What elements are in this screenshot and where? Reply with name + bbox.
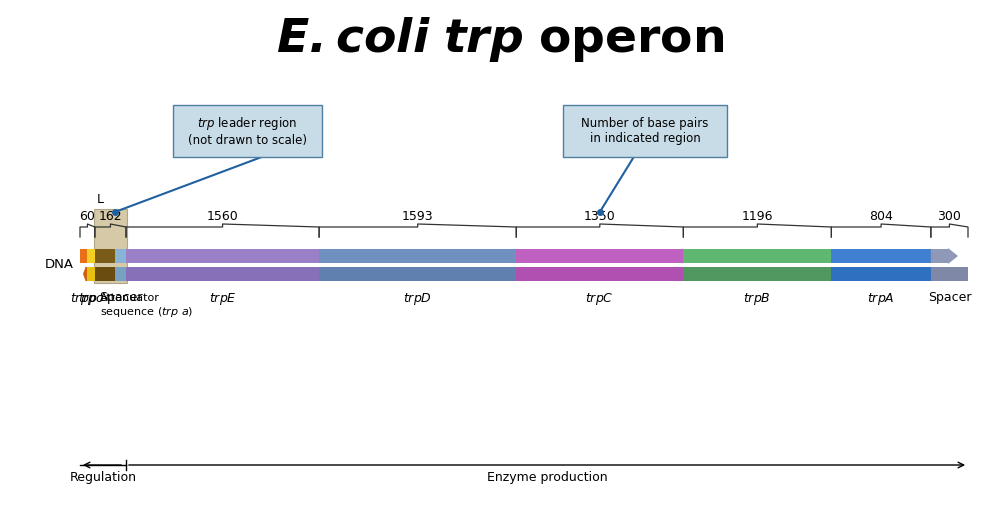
Bar bbox=[126, 249, 319, 263]
Bar bbox=[319, 267, 516, 281]
Text: 1560: 1560 bbox=[207, 210, 238, 223]
FancyBboxPatch shape bbox=[173, 105, 322, 157]
Text: DNA: DNA bbox=[45, 258, 74, 271]
Text: $\it{trpE}$: $\it{trpE}$ bbox=[209, 291, 236, 307]
Text: Spacer: Spacer bbox=[99, 291, 142, 304]
Bar bbox=[516, 249, 683, 263]
Text: Enzyme production: Enzyme production bbox=[487, 471, 607, 484]
Text: Attenuator
sequence ($\it{trp\ a}$): Attenuator sequence ($\it{trp\ a}$) bbox=[100, 293, 193, 319]
Text: $\it{trp}$ leader region
(not drawn to scale): $\it{trp}$ leader region (not drawn to s… bbox=[188, 115, 306, 147]
Text: Spacer: Spacer bbox=[928, 291, 971, 304]
Bar bbox=[831, 249, 931, 263]
Text: $\it{trp o}$: $\it{trp o}$ bbox=[78, 291, 105, 307]
Text: 804: 804 bbox=[869, 210, 893, 223]
Text: 1350: 1350 bbox=[584, 210, 616, 223]
Text: $\it{trpC}$: $\it{trpC}$ bbox=[585, 291, 614, 307]
FancyArrow shape bbox=[83, 266, 87, 282]
Text: $\it{trpD}$: $\it{trpD}$ bbox=[403, 291, 432, 307]
Bar bbox=[683, 249, 831, 263]
Bar bbox=[126, 267, 319, 281]
Bar bbox=[931, 267, 968, 281]
Text: L: L bbox=[97, 193, 104, 206]
FancyBboxPatch shape bbox=[563, 105, 727, 157]
Bar bbox=[115, 267, 126, 281]
FancyBboxPatch shape bbox=[94, 209, 127, 283]
Text: 300: 300 bbox=[937, 210, 961, 223]
Bar bbox=[115, 249, 126, 263]
Bar bbox=[80, 249, 87, 263]
Bar bbox=[95, 249, 115, 263]
Bar bbox=[683, 267, 831, 281]
Bar bbox=[516, 267, 683, 281]
Text: $\bfit{E. coli}$ $\bfit{trp}$ $\mathbf{operon}$: $\bfit{E. coli}$ $\bfit{trp}$ $\mathbf{o… bbox=[276, 15, 724, 64]
FancyArrow shape bbox=[931, 248, 958, 264]
Text: Number of base pairs
in indicated region: Number of base pairs in indicated region bbox=[581, 117, 709, 145]
Text: 162: 162 bbox=[99, 210, 122, 223]
Text: 1593: 1593 bbox=[402, 210, 434, 223]
Bar bbox=[87, 249, 95, 263]
Text: 60: 60 bbox=[79, 210, 95, 223]
Text: $\it{trp p}$: $\it{trp p}$ bbox=[70, 291, 97, 307]
Bar bbox=[87, 267, 95, 281]
Text: $\it{trpB}$: $\it{trpB}$ bbox=[743, 291, 771, 307]
Text: 1196: 1196 bbox=[742, 210, 773, 223]
Bar bbox=[319, 249, 516, 263]
Bar bbox=[831, 267, 931, 281]
Text: $\it{trpA}$: $\it{trpA}$ bbox=[867, 291, 895, 307]
Text: Regulation: Regulation bbox=[70, 471, 137, 484]
Bar bbox=[95, 267, 115, 281]
